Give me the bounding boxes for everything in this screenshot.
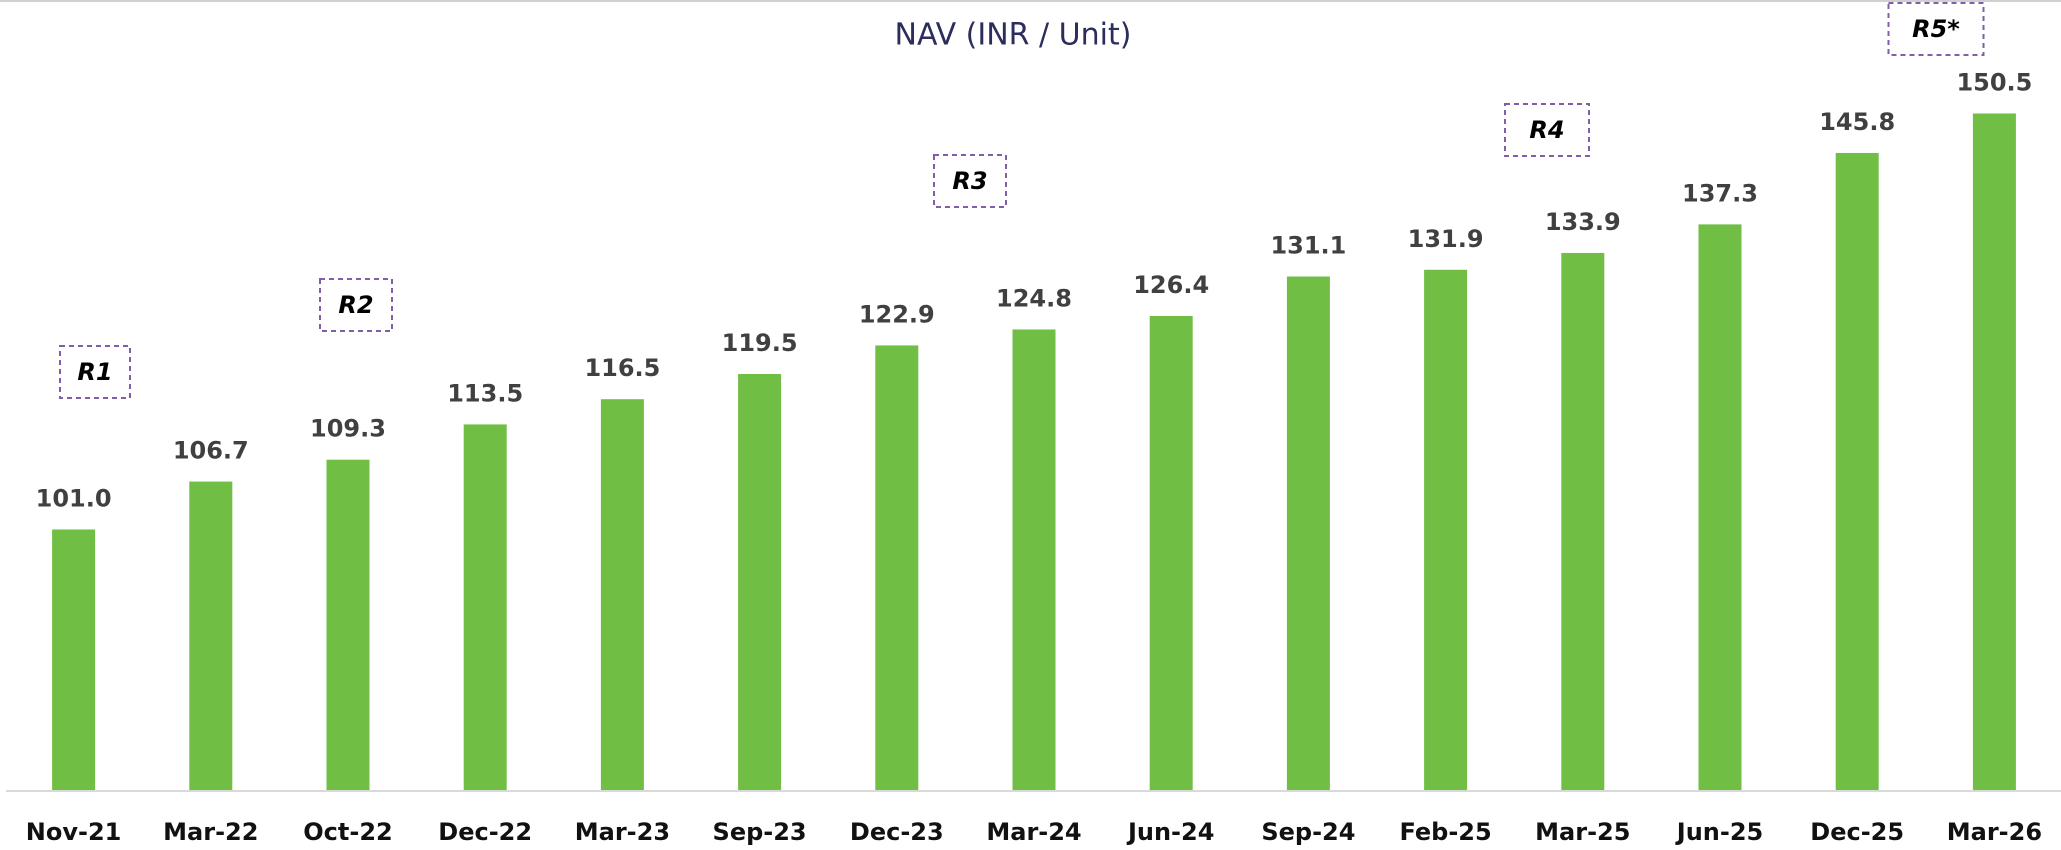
x-tick-label: Oct-22: [303, 818, 392, 846]
bar: [1835, 152, 1879, 790]
x-tick-label: Mar-22: [163, 818, 258, 846]
value-label: 145.8: [1819, 108, 1895, 136]
annotation: R3: [952, 167, 987, 195]
value-label: 113.5: [447, 379, 523, 407]
value-label: 101.0: [36, 484, 112, 512]
bar: [1286, 276, 1330, 790]
bar: [738, 373, 782, 790]
annotation: R2: [338, 291, 373, 319]
annotation: R5*: [1912, 15, 1960, 43]
x-tick-label: Mar-25: [1535, 818, 1630, 846]
bar: [1972, 113, 2016, 790]
value-label: 137.3: [1682, 179, 1758, 207]
value-label: 133.9: [1545, 208, 1621, 236]
x-tick-label: Feb-25: [1399, 818, 1491, 846]
chart-title: NAV (INR / Unit): [895, 18, 1132, 53]
x-tick-label: Sep-23: [713, 818, 807, 846]
value-label: 124.8: [996, 284, 1072, 312]
annotation-box: [933, 154, 1007, 208]
bar: [1424, 269, 1468, 790]
x-tick-label: Mar-24: [986, 818, 1081, 846]
annotation: R1: [77, 358, 112, 386]
x-tick-label: Jun-25: [1675, 818, 1763, 846]
annotation-box: [319, 278, 393, 332]
x-tick-label: Dec-23: [850, 818, 944, 846]
value-label: 122.9: [859, 300, 935, 328]
annotation-box: [1504, 103, 1590, 157]
value-label: 106.7: [173, 437, 249, 465]
bar: [1561, 252, 1605, 790]
value-label: 131.9: [1408, 225, 1484, 253]
x-tick-label: Jun-24: [1126, 818, 1214, 846]
bar: [1149, 316, 1193, 790]
annotation-box: [59, 345, 131, 399]
value-label: 126.4: [1133, 271, 1209, 299]
value-label: 131.1: [1270, 232, 1346, 260]
bar: [600, 399, 644, 790]
value-label: 150.5: [1956, 68, 2032, 96]
x-tick-label: Mar-26: [1947, 818, 2042, 846]
bar: [1698, 224, 1742, 790]
x-tick-label: Mar-23: [575, 818, 670, 846]
bar: [463, 424, 507, 790]
bar: [875, 345, 919, 790]
x-tick-label: Dec-25: [1810, 818, 1904, 846]
value-label: 109.3: [310, 415, 386, 443]
bar: [52, 529, 96, 790]
x-tick-label: Dec-22: [438, 818, 532, 846]
bar: [189, 481, 233, 790]
annotation-box: [1887, 2, 1985, 56]
value-label: 119.5: [722, 329, 798, 357]
value-label: 116.5: [584, 354, 660, 382]
x-tick-label: Nov-21: [26, 818, 122, 846]
x-tick-label: Sep-24: [1261, 818, 1355, 846]
annotation: R4: [1529, 116, 1564, 144]
bar: [1012, 329, 1056, 790]
bar: [326, 459, 370, 790]
